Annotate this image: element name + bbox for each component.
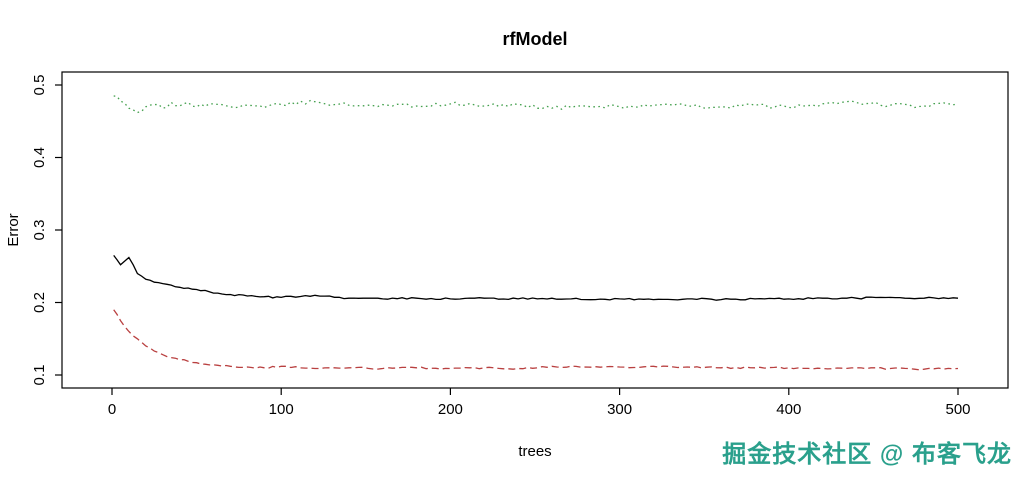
x-tick-label: 300 [607,401,632,418]
y-tick-label: 0.1 [31,365,48,386]
chart-title: rfModel [503,29,568,49]
series-line-2 [113,95,959,114]
plot-frame [61,71,1009,389]
y-tick-label: 0.4 [31,147,48,168]
y-tick-label: 0.3 [31,220,48,241]
y-axis-label: Error [5,213,22,246]
y-tick-label: 0.2 [31,292,48,313]
x-tick-label: 200 [438,401,463,418]
x-axis-label: trees [518,443,551,460]
y-tick-label: 0.5 [31,75,48,96]
x-tick-label: 100 [269,401,294,418]
series-line-0 [113,255,959,301]
series-lines [113,95,959,371]
x-tick-label: 500 [945,401,970,418]
plot-border [61,71,1009,389]
watermark: 掘金技术社区 @ 布客飞龙 [722,441,1012,468]
series-line-1 [113,309,959,371]
x-tick-label: 400 [776,401,801,418]
axis-ticks: 0 100 200 300 400 500 0.1 0.2 0.3 0.4 0.5 [31,75,971,418]
x-tick-label: 0 [108,401,116,418]
